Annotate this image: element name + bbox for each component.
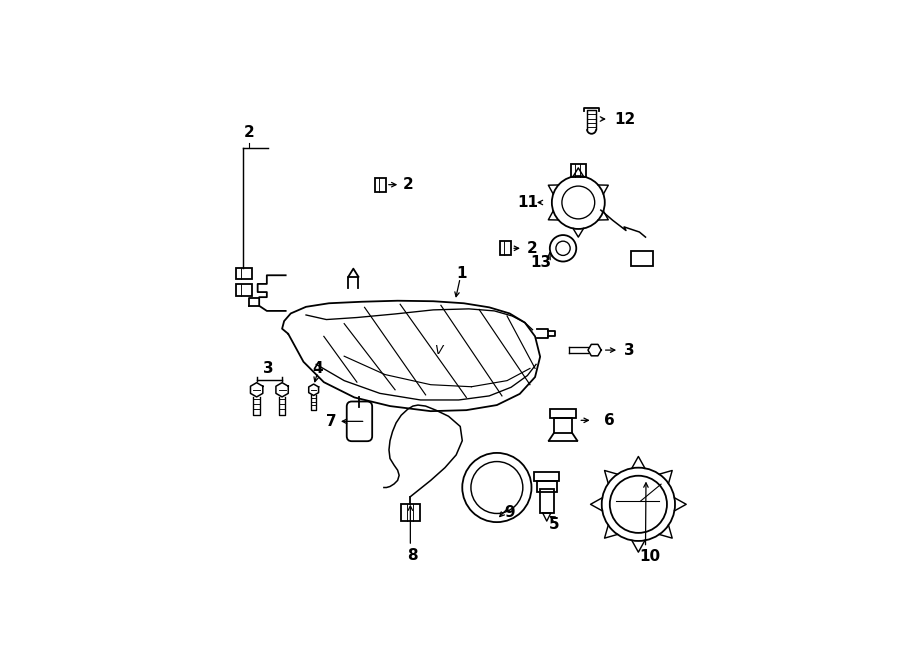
Text: 2: 2 — [527, 241, 538, 256]
Bar — [401, 504, 419, 521]
Text: 3: 3 — [624, 342, 634, 358]
Text: 11: 11 — [517, 195, 538, 210]
Text: 6: 6 — [605, 413, 616, 428]
Text: 13: 13 — [530, 255, 551, 270]
Text: 3: 3 — [263, 361, 274, 376]
Bar — [554, 418, 572, 433]
Bar — [500, 241, 511, 255]
Text: 10: 10 — [639, 549, 660, 564]
Bar — [237, 268, 252, 279]
Text: V: V — [434, 344, 443, 356]
Bar — [571, 165, 586, 177]
Bar — [534, 472, 560, 481]
Bar — [237, 284, 252, 295]
Text: 4: 4 — [312, 361, 323, 376]
Bar — [550, 408, 576, 418]
Text: 5: 5 — [549, 517, 559, 532]
Text: 7: 7 — [326, 414, 337, 429]
Text: 8: 8 — [408, 548, 418, 563]
Text: 9: 9 — [504, 506, 515, 520]
Text: 2: 2 — [402, 177, 413, 192]
Bar — [536, 481, 557, 492]
Text: 2: 2 — [244, 126, 255, 140]
Bar — [540, 488, 554, 513]
Bar — [631, 251, 653, 266]
Text: 1: 1 — [456, 266, 466, 281]
Bar — [374, 178, 386, 192]
Text: 12: 12 — [615, 112, 635, 126]
